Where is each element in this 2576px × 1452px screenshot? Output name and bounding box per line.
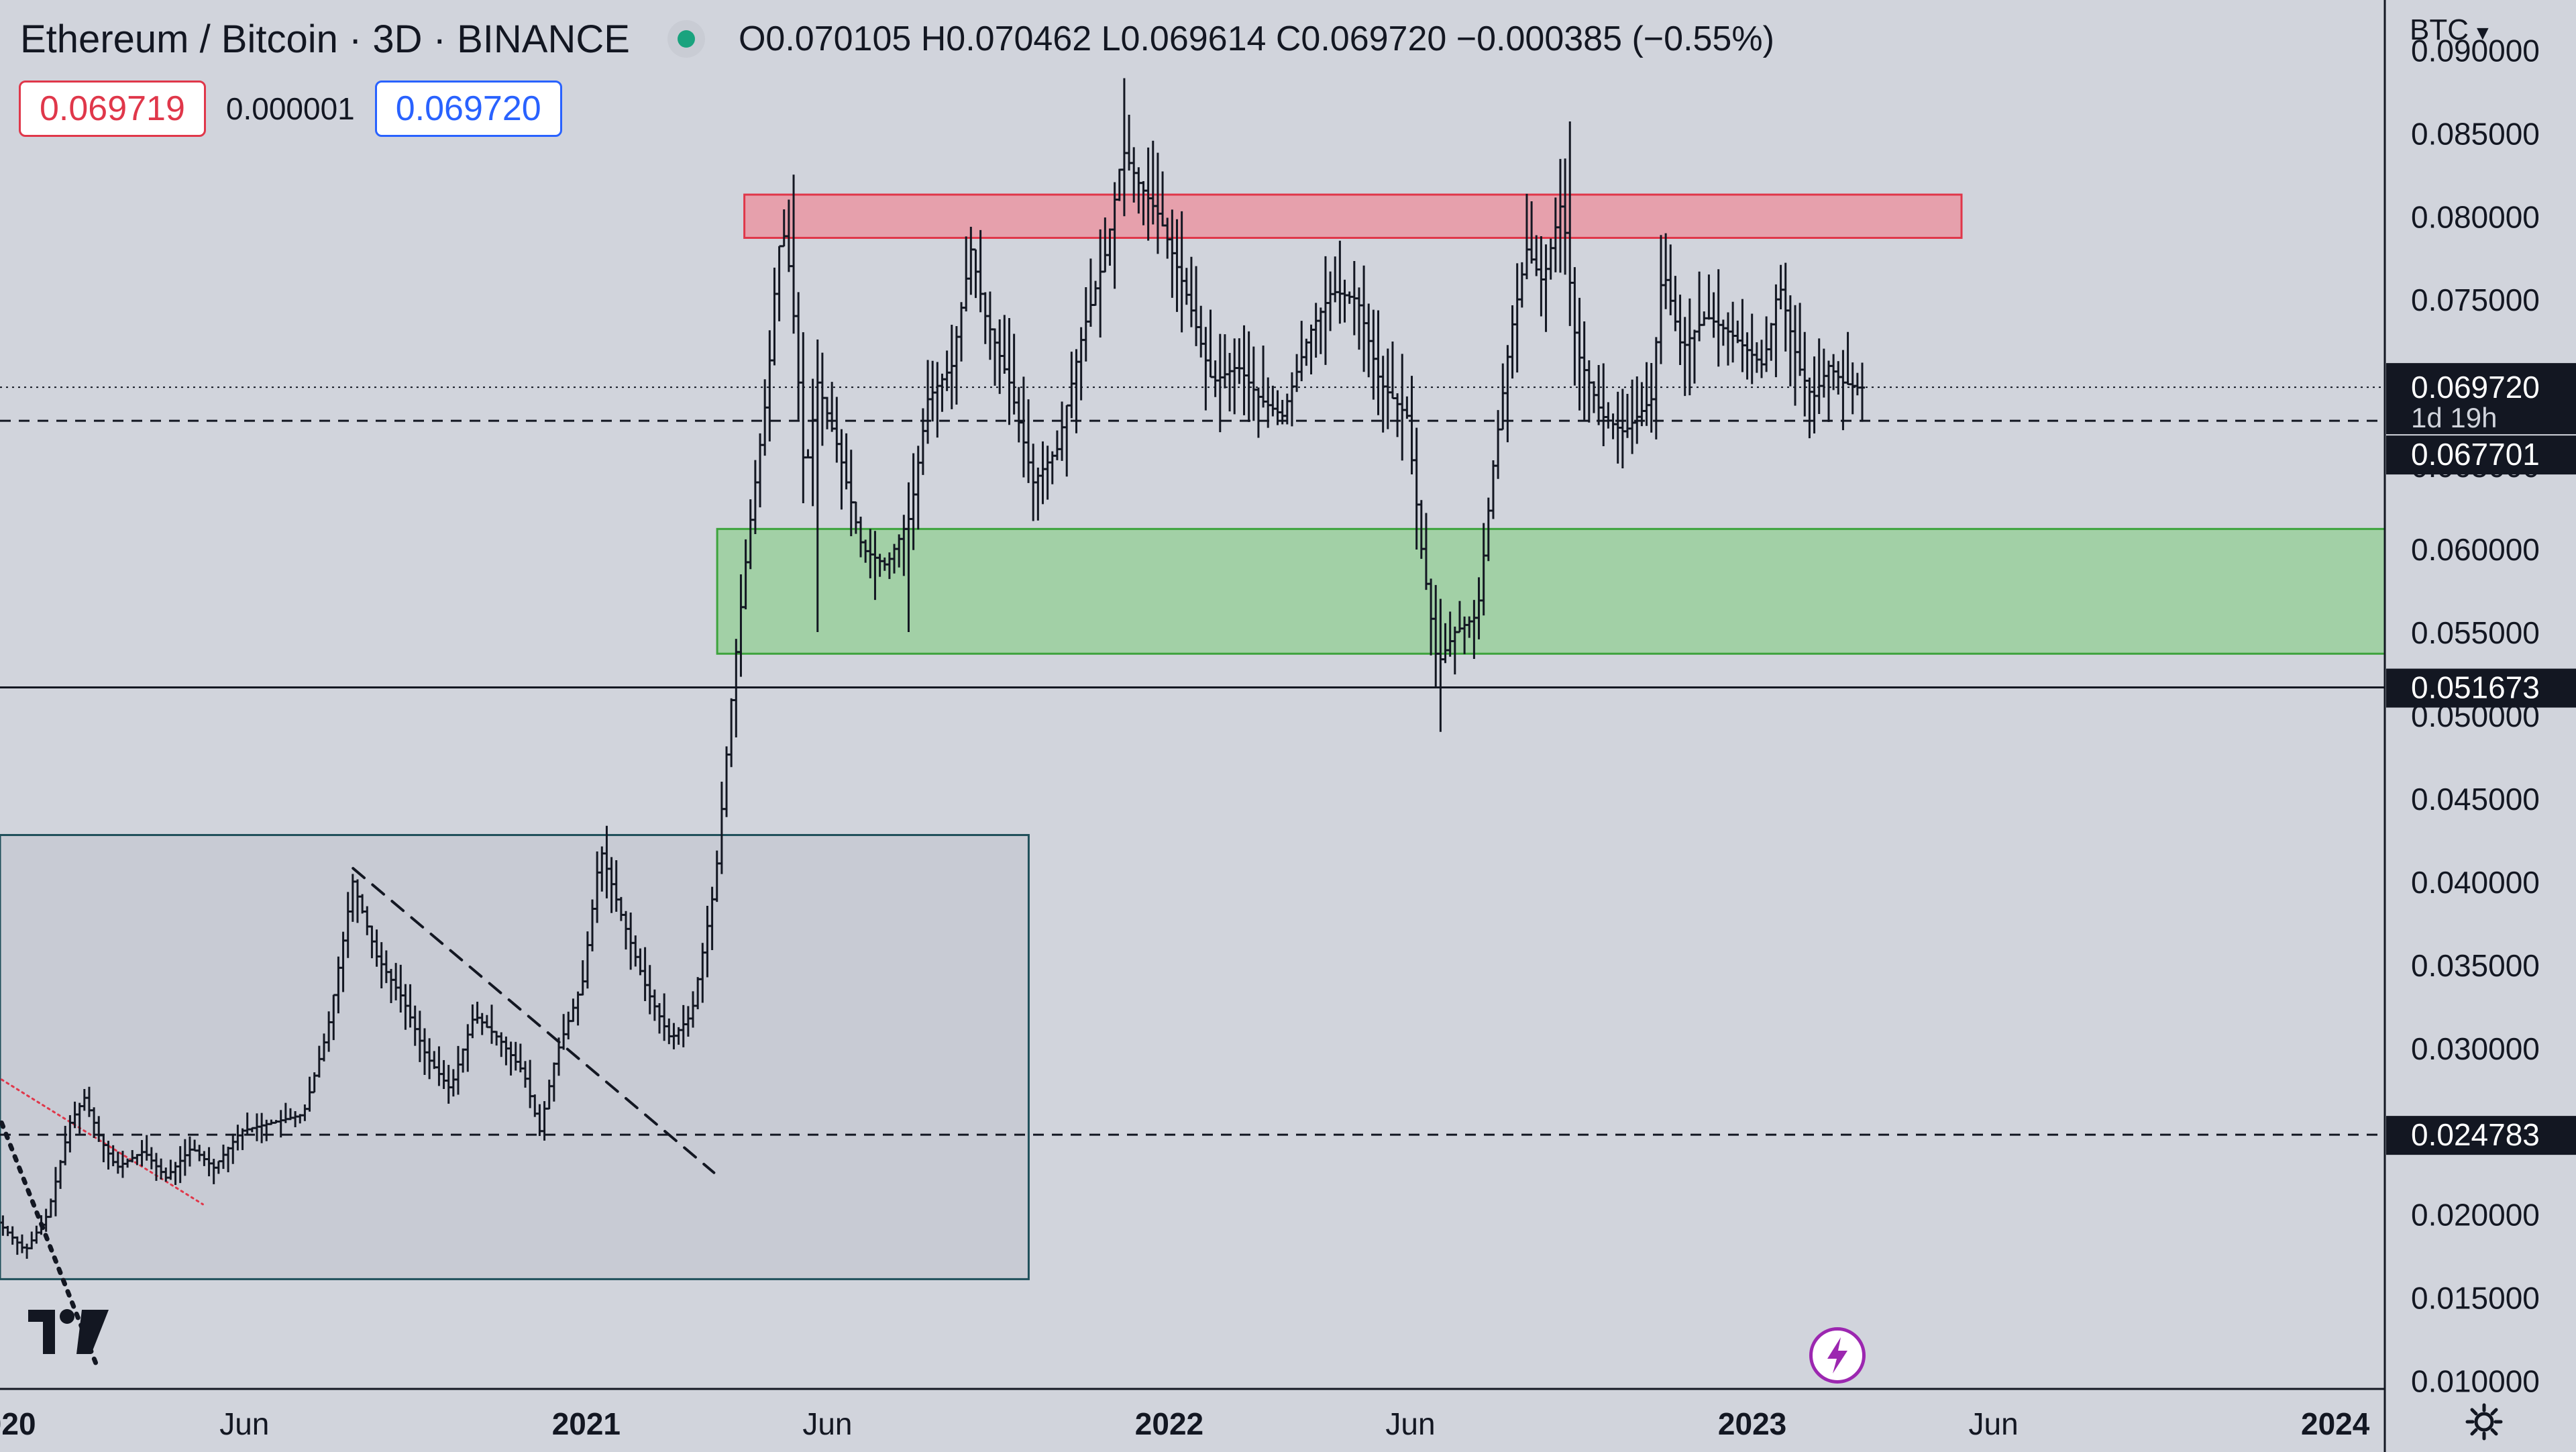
price-line-badge (2386, 1116, 2576, 1155)
price-tick-label: 0.055000 (2411, 615, 2540, 650)
bar-countdown: 1d 19h (2411, 402, 2497, 433)
price-tick-label: 0.060000 (2411, 532, 2540, 567)
price-tick-label: 0.010000 (2411, 1364, 2540, 1399)
settings-gear-icon[interactable] (2465, 1402, 2504, 1441)
range-zone[interactable] (0, 833, 1030, 1280)
ohlc-readout: O0.070105 H0.070462 L0.069614 C0.069720 … (738, 19, 1774, 58)
sell-button[interactable]: 0.069719 (19, 81, 206, 137)
price-tick-label: 0.020000 (2411, 1198, 2540, 1233)
currency-selector[interactable]: BTC ▼ (2410, 13, 2493, 47)
price-line-label: 0.024783 (2411, 1117, 2540, 1152)
last-price-label: 0.069720 (2411, 370, 2540, 405)
time-tick-label: Jun (219, 1406, 269, 1441)
market-status-icon (667, 20, 705, 58)
price-tick-label: 0.080000 (2411, 199, 2540, 234)
horizontal-lines (0, 386, 2385, 1136)
chevron-down-icon: ▼ (2473, 22, 2493, 44)
quote-panel: 0.069719 0.000001 0.069720 (19, 79, 562, 138)
price-line-label: 0.067701 (2411, 437, 2540, 472)
price-tick-label: 0.045000 (2411, 782, 2540, 817)
price-tick-label: 0.085000 (2411, 116, 2540, 151)
candle-series (0, 78, 1865, 1259)
price-line-label: 0.051673 (2411, 670, 2540, 705)
support-zone[interactable] (716, 527, 2386, 655)
time-tick-label: Jun (1969, 1406, 2019, 1441)
symbol-header: Ethereum / Bitcoin · 3D · BINANCE O0.070… (20, 12, 1774, 66)
price-line-badge (2386, 435, 2576, 475)
price-tick-label: 0.015000 (2411, 1281, 2540, 1316)
time-tick-label: 2022 (1135, 1406, 1203, 1441)
candle (1859, 362, 1865, 422)
price-tick-label: 0.075000 (2411, 282, 2540, 317)
price-tick-label: 0.040000 (2411, 865, 2540, 900)
price-tick-label: 0.030000 (2411, 1031, 2540, 1066)
tradingview-logo-icon[interactable] (25, 1307, 111, 1358)
trendline (352, 867, 716, 1174)
drawn-zones (0, 193, 2386, 1280)
price-tick-label: 0.035000 (2411, 948, 2540, 983)
time-tick-label: 2020 (0, 1406, 36, 1441)
time-tick-label: 2023 (1718, 1406, 1786, 1441)
lightning-icon[interactable] (1809, 1327, 1866, 1384)
price-tick-label: 0.090000 (2411, 33, 2540, 68)
buy-button[interactable]: 0.069720 (374, 81, 562, 137)
price-line-badge (2386, 668, 2576, 708)
spread-value: 0.000001 (225, 91, 355, 126)
time-axis: 2020 Jun 2021 Jun 2022 Jun 2023 Jun 2024 (0, 1406, 2370, 1441)
resistance-zone[interactable] (743, 193, 1963, 240)
symbol-title[interactable]: Ethereum / Bitcoin · 3D · BINANCE (20, 17, 630, 61)
last-price-badge (2386, 363, 2576, 435)
time-tick-label: Jun (802, 1406, 852, 1441)
time-tick-label: 2021 (552, 1406, 621, 1441)
time-tick-label: 2024 (2301, 1406, 2370, 1441)
time-tick-label: Jun (1385, 1406, 1435, 1441)
currency-label: BTC (2410, 13, 2469, 46)
